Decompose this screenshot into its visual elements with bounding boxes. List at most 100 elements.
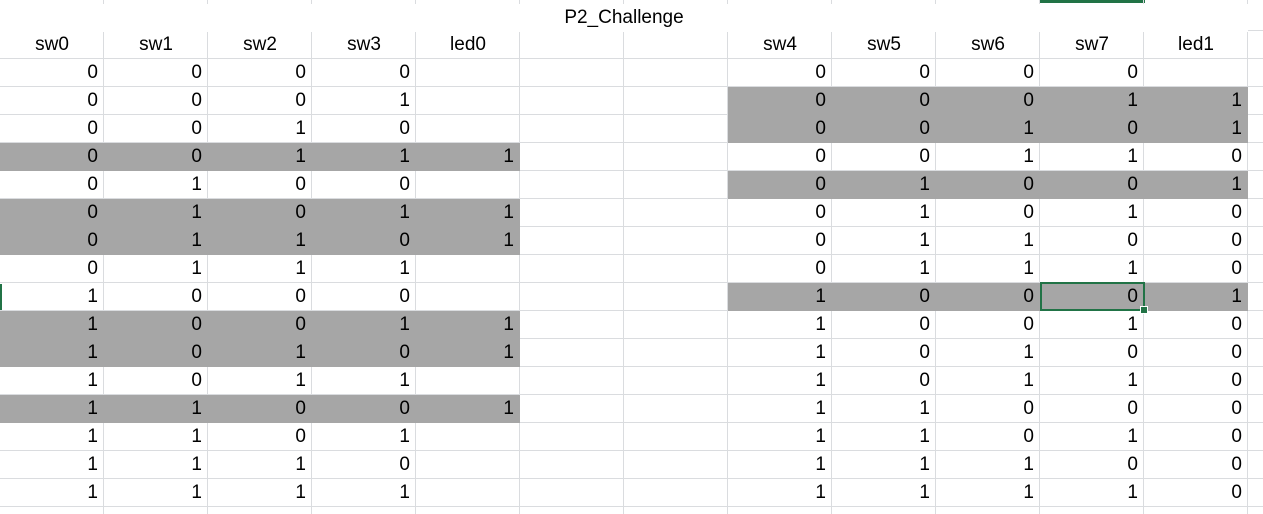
right-header-cell[interactable]: sw5 bbox=[867, 34, 901, 55]
right-table-cell[interactable]: 0 bbox=[919, 370, 930, 391]
right-table-cell[interactable]: 0 bbox=[1231, 202, 1242, 223]
left-table-cell[interactable]: 1 bbox=[399, 258, 410, 279]
left-table-cell[interactable] bbox=[416, 115, 520, 143]
left-table-cell[interactable]: 1 bbox=[399, 90, 410, 111]
left-table-cell[interactable] bbox=[416, 423, 520, 451]
right-table-cell[interactable]: 1 bbox=[815, 286, 826, 307]
left-table-cell[interactable]: 1 bbox=[295, 370, 306, 391]
left-table-cell[interactable]: 1 bbox=[87, 286, 98, 307]
right-table-cell[interactable]: 1 bbox=[1127, 90, 1138, 111]
right-table-cell[interactable]: 0 bbox=[815, 62, 826, 83]
right-table-cell[interactable]: 1 bbox=[919, 174, 930, 195]
left-table-cell[interactable]: 0 bbox=[295, 426, 306, 447]
left-header-cell[interactable]: sw3 bbox=[347, 34, 381, 55]
left-table-cell[interactable] bbox=[416, 59, 520, 87]
left-table-cell[interactable]: 1 bbox=[399, 426, 410, 447]
left-table-cell[interactable]: 0 bbox=[399, 230, 410, 251]
right-table-cell[interactable]: 0 bbox=[1023, 62, 1034, 83]
right-table-cell[interactable]: 1 bbox=[1023, 258, 1034, 279]
right-table-cell[interactable]: 0 bbox=[1127, 174, 1138, 195]
right-table-cell[interactable]: 1 bbox=[919, 426, 930, 447]
right-table-cell[interactable]: 1 bbox=[815, 314, 826, 335]
left-table-cell[interactable]: 1 bbox=[295, 342, 306, 363]
right-header-cell[interactable]: sw7 bbox=[1075, 34, 1109, 55]
left-table-cell[interactable]: 0 bbox=[191, 314, 202, 335]
right-table-cell[interactable]: 0 bbox=[1127, 454, 1138, 475]
right-table-cell[interactable]: 0 bbox=[919, 90, 930, 111]
right-table-cell[interactable]: 1 bbox=[1023, 146, 1034, 167]
left-table-cell[interactable]: 0 bbox=[295, 202, 306, 223]
left-header-cell[interactable]: led0 bbox=[450, 34, 486, 55]
left-table-cell[interactable]: 1 bbox=[191, 482, 202, 503]
right-table-cell[interactable]: 0 bbox=[1023, 286, 1034, 307]
left-table-cell[interactable]: 0 bbox=[399, 286, 410, 307]
right-header-cell[interactable]: sw4 bbox=[763, 34, 797, 55]
right-table-cell[interactable]: 0 bbox=[1023, 398, 1034, 419]
left-table-cell[interactable] bbox=[416, 283, 520, 311]
left-table-cell[interactable]: 1 bbox=[295, 230, 306, 251]
left-table-cell[interactable]: 0 bbox=[191, 90, 202, 111]
right-table-cell[interactable]: 1 bbox=[815, 482, 826, 503]
right-table-cell[interactable]: 1 bbox=[1231, 90, 1242, 111]
left-table-cell[interactable]: 1 bbox=[503, 202, 514, 223]
left-table-cell[interactable]: 0 bbox=[87, 118, 98, 139]
left-table-cell[interactable]: 0 bbox=[87, 230, 98, 251]
right-table-cell[interactable]: 1 bbox=[1023, 342, 1034, 363]
right-table-cell[interactable]: 0 bbox=[1231, 314, 1242, 335]
left-table-cell[interactable] bbox=[416, 171, 520, 199]
left-table-cell[interactable]: 1 bbox=[87, 426, 98, 447]
left-table-cell[interactable]: 1 bbox=[503, 342, 514, 363]
left-table-cell[interactable]: 1 bbox=[295, 118, 306, 139]
right-table-cell[interactable]: 1 bbox=[1127, 146, 1138, 167]
left-table-cell[interactable]: 0 bbox=[191, 286, 202, 307]
left-table-cell[interactable]: 0 bbox=[191, 370, 202, 391]
left-table-cell[interactable]: 1 bbox=[191, 454, 202, 475]
right-table-cell[interactable]: 0 bbox=[1231, 454, 1242, 475]
fill-handle[interactable] bbox=[1140, 306, 1148, 314]
left-table-cell[interactable]: 0 bbox=[295, 90, 306, 111]
right-table-cell[interactable]: 1 bbox=[919, 230, 930, 251]
right-table-cell[interactable]: 1 bbox=[1127, 202, 1138, 223]
right-table-cell[interactable]: 0 bbox=[919, 62, 930, 83]
right-table-cell[interactable]: 1 bbox=[1023, 482, 1034, 503]
left-table-cell[interactable]: 1 bbox=[399, 202, 410, 223]
left-table-cell[interactable]: 1 bbox=[503, 314, 514, 335]
left-table-cell[interactable]: 1 bbox=[87, 398, 98, 419]
left-table-cell[interactable]: 0 bbox=[295, 286, 306, 307]
left-table-cell[interactable]: 1 bbox=[87, 370, 98, 391]
right-table-cell[interactable]: 1 bbox=[1127, 426, 1138, 447]
right-table-cell[interactable]: 1 bbox=[919, 258, 930, 279]
left-table-cell[interactable]: 1 bbox=[87, 454, 98, 475]
right-table-cell[interactable]: 1 bbox=[919, 482, 930, 503]
right-table-cell[interactable]: 1 bbox=[1127, 370, 1138, 391]
left-table-cell[interactable]: 0 bbox=[295, 314, 306, 335]
right-header-cell[interactable]: led1 bbox=[1178, 34, 1214, 55]
right-table-cell[interactable]: 1 bbox=[1023, 230, 1034, 251]
left-table-cell[interactable]: 0 bbox=[87, 62, 98, 83]
left-table-cell[interactable] bbox=[416, 87, 520, 115]
left-table-cell[interactable]: 1 bbox=[503, 398, 514, 419]
right-table-cell[interactable]: 0 bbox=[1023, 90, 1034, 111]
left-table-cell[interactable]: 1 bbox=[295, 258, 306, 279]
right-table-cell[interactable]: 1 bbox=[1023, 454, 1034, 475]
right-table-cell[interactable]: 0 bbox=[1023, 174, 1034, 195]
left-table-cell[interactable]: 1 bbox=[399, 314, 410, 335]
left-header-cell[interactable]: sw2 bbox=[243, 34, 277, 55]
left-table-cell[interactable]: 1 bbox=[295, 482, 306, 503]
right-table-cell[interactable]: 0 bbox=[1231, 258, 1242, 279]
left-table-cell[interactable]: 1 bbox=[87, 314, 98, 335]
left-table-cell[interactable]: 1 bbox=[503, 230, 514, 251]
right-table-cell[interactable]: 0 bbox=[815, 146, 826, 167]
right-table-cell[interactable]: 1 bbox=[1231, 118, 1242, 139]
left-table-cell[interactable]: 0 bbox=[295, 62, 306, 83]
right-table-cell[interactable]: 1 bbox=[815, 398, 826, 419]
left-table-cell[interactable]: 0 bbox=[399, 342, 410, 363]
right-table-cell[interactable]: 0 bbox=[919, 314, 930, 335]
right-table-cell[interactable]: 0 bbox=[1127, 286, 1138, 307]
left-table-cell[interactable]: 1 bbox=[295, 454, 306, 475]
right-table-cell[interactable]: 1 bbox=[1023, 118, 1034, 139]
left-table-cell[interactable]: 1 bbox=[87, 482, 98, 503]
left-header-cell[interactable]: sw0 bbox=[35, 34, 69, 55]
right-table-cell[interactable]: 0 bbox=[1127, 62, 1138, 83]
right-table-cell[interactable]: 1 bbox=[919, 202, 930, 223]
